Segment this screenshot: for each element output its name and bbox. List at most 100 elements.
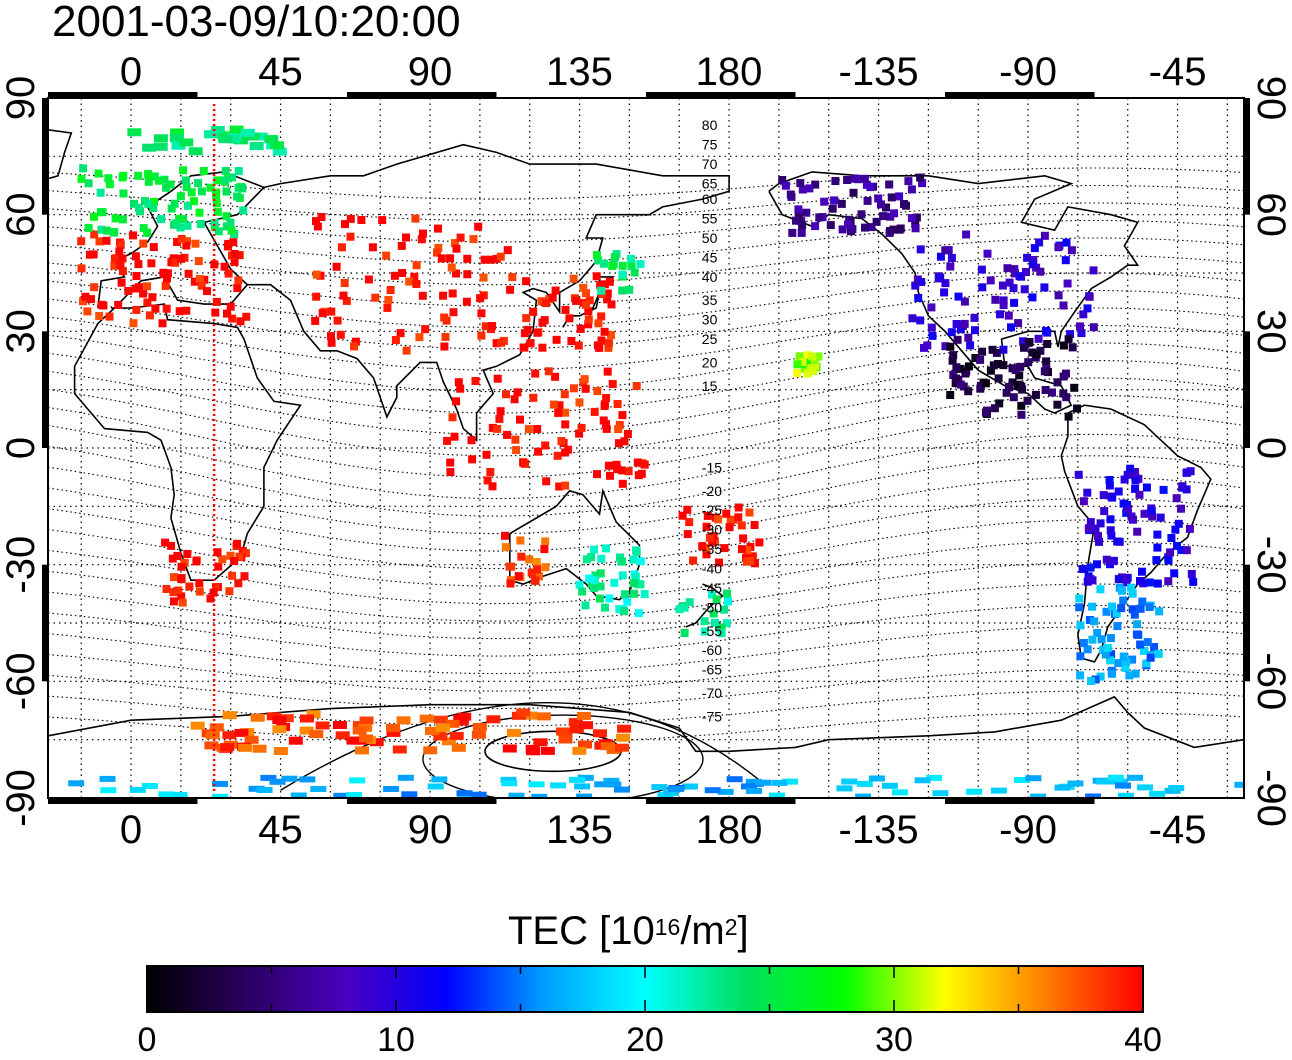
tec-cell xyxy=(214,227,223,236)
tec-cell xyxy=(327,338,336,347)
tec-cell xyxy=(815,213,824,222)
tec-cell xyxy=(537,297,546,306)
tec-cell xyxy=(1106,634,1115,643)
tec-cell xyxy=(1010,265,1019,274)
tec-cell xyxy=(549,400,558,409)
contour-label: 55 xyxy=(702,211,718,227)
tec-cell xyxy=(269,778,286,785)
tec-cell xyxy=(596,281,605,290)
tec-cell xyxy=(529,307,538,316)
tec-cell xyxy=(127,128,142,137)
tec-cell xyxy=(102,226,111,235)
tec-cell xyxy=(615,743,629,752)
tec-cell xyxy=(368,243,377,252)
tec-cell xyxy=(1020,285,1029,294)
tec-cell xyxy=(333,792,350,798)
tec-cell xyxy=(575,398,584,407)
tec-cell xyxy=(962,367,971,376)
tec-cell xyxy=(805,184,814,193)
geomagnetic-contour xyxy=(48,219,1244,264)
tec-cell xyxy=(439,291,448,300)
tec-cell xyxy=(349,777,366,784)
tec-cell xyxy=(1062,238,1071,247)
tec-cell xyxy=(872,217,881,226)
colorbar-title-main: TEC [10 xyxy=(508,909,655,953)
top-lon-label: -90 xyxy=(999,50,1057,94)
tec-cell xyxy=(717,788,734,795)
tec-cell xyxy=(1108,493,1117,502)
tec-cell xyxy=(95,312,104,320)
tec-cell xyxy=(745,778,762,785)
tec-cell xyxy=(1085,793,1102,798)
tec-cell xyxy=(1028,293,1037,302)
tec-cell xyxy=(508,792,525,798)
tec-cell xyxy=(533,738,548,747)
tec-cell xyxy=(793,360,802,369)
tec-cell xyxy=(1034,334,1043,343)
tec-cell xyxy=(678,511,687,520)
tec-cell xyxy=(1102,607,1111,616)
tec-cell xyxy=(1020,343,1028,352)
tec-cell xyxy=(1123,504,1132,513)
tec-cell xyxy=(1095,537,1103,546)
tec-cell xyxy=(162,585,171,593)
tec-cell xyxy=(90,212,98,221)
tec-cell xyxy=(525,555,534,564)
tec-cell xyxy=(177,562,186,571)
tec-cell xyxy=(516,415,524,424)
tec-cell xyxy=(809,367,818,376)
tec-cell xyxy=(597,286,606,295)
tec-cell xyxy=(1107,669,1116,678)
tec-cell xyxy=(417,235,426,244)
tec-cell xyxy=(228,571,237,580)
geomagnetic-contour xyxy=(48,540,1244,605)
tec-cell xyxy=(700,627,709,636)
tec-cell xyxy=(118,254,127,263)
tec-cell xyxy=(1028,348,1037,357)
tec-cell xyxy=(1136,640,1145,649)
tec-cell xyxy=(952,374,961,383)
tec-cell xyxy=(173,552,182,560)
tec-cell xyxy=(90,283,99,292)
tec-cell xyxy=(521,459,529,468)
tec-cell xyxy=(1164,556,1173,565)
tec-cell xyxy=(811,222,820,231)
tec-cell xyxy=(176,192,185,201)
tec-cell xyxy=(936,252,945,261)
tec-cell xyxy=(996,310,1004,319)
tec-cell xyxy=(600,259,608,268)
colorbar-tick-marks xyxy=(146,966,1144,1012)
tec-cell xyxy=(986,366,995,375)
tec-cell xyxy=(580,375,589,384)
tec-cell xyxy=(640,460,649,469)
tec-cell xyxy=(218,135,233,144)
tec-cell xyxy=(169,588,178,597)
tec-cell xyxy=(467,436,476,445)
tec-cell xyxy=(1123,470,1132,479)
tec-cell xyxy=(994,374,1003,383)
tec-cell xyxy=(808,352,817,361)
tec-cell xyxy=(960,319,969,328)
tec-cell xyxy=(636,557,645,566)
tec-cell xyxy=(569,384,578,393)
tec-cell xyxy=(845,215,854,224)
tec-cell xyxy=(908,314,917,323)
tec-cell xyxy=(712,595,721,604)
tec-cell xyxy=(1066,330,1075,339)
tec-cell xyxy=(212,793,229,798)
tec-cell xyxy=(474,222,483,231)
tec-cell xyxy=(683,505,692,514)
tec-cell xyxy=(584,307,593,316)
tec-cell xyxy=(94,169,103,178)
right-lat-label: 60 xyxy=(1249,192,1292,237)
tec-cell xyxy=(1040,231,1049,240)
tec-cell xyxy=(918,179,927,188)
tec-cell xyxy=(576,711,591,720)
contour-label: -55 xyxy=(702,623,722,639)
tec-cell xyxy=(110,261,119,270)
tec-cell xyxy=(1101,650,1110,659)
tec-cell xyxy=(433,248,441,257)
tec-cell xyxy=(318,309,327,318)
tec-cell xyxy=(881,782,898,789)
